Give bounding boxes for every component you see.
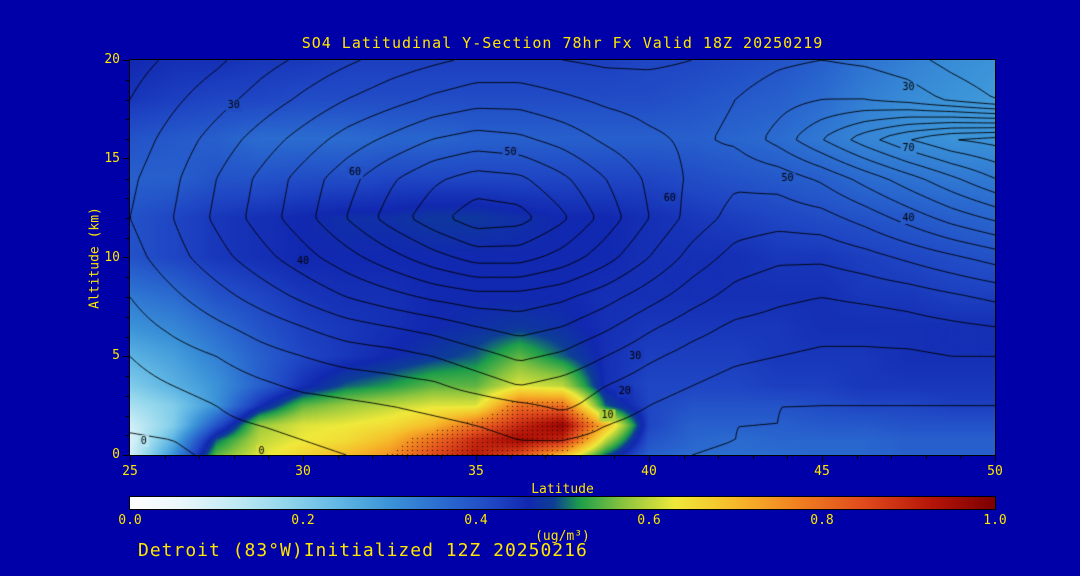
x-minor-tick bbox=[199, 456, 201, 459]
colorbar-tick-label: 1.0 bbox=[983, 513, 1007, 528]
x-tick-label: 25 bbox=[122, 464, 138, 479]
y-minor-tick bbox=[126, 139, 130, 140]
x-minor-tick bbox=[856, 456, 858, 459]
y-tick-label: 0 bbox=[112, 447, 120, 462]
x-axis-title: Latitude bbox=[531, 482, 594, 497]
y-minor-tick bbox=[126, 198, 130, 200]
x-minor-tick bbox=[752, 456, 754, 459]
y-minor-tick bbox=[126, 99, 130, 101]
x-tick bbox=[475, 456, 477, 462]
y-minor-tick bbox=[126, 218, 130, 219]
y-minor-tick bbox=[126, 277, 130, 279]
y-tick-label: 15 bbox=[104, 150, 120, 166]
y-minor-tick bbox=[126, 336, 130, 338]
x-minor-tick bbox=[891, 456, 893, 459]
x-minor-tick bbox=[372, 456, 374, 459]
x-tick bbox=[302, 456, 304, 462]
x-minor-tick bbox=[441, 456, 443, 459]
colorbar-tick-label: 0.4 bbox=[464, 513, 488, 528]
heatmap-canvas bbox=[130, 60, 995, 455]
x-tick-label: 30 bbox=[295, 464, 311, 479]
x-tick bbox=[994, 456, 996, 462]
y-tick bbox=[123, 454, 130, 456]
y-minor-tick bbox=[126, 178, 130, 180]
y-minor-tick bbox=[126, 395, 130, 397]
y-minor-tick bbox=[126, 119, 130, 121]
x-minor-tick bbox=[579, 456, 581, 459]
x-tick bbox=[129, 456, 131, 462]
y-tick-label: 20 bbox=[104, 52, 120, 67]
colorbar-tick-label: 0.2 bbox=[291, 513, 315, 528]
colorbar-tick-label: 0.8 bbox=[810, 513, 834, 528]
x-minor-tick bbox=[683, 456, 685, 459]
colorbar-units: (ug/m³) bbox=[535, 529, 590, 544]
y-tick-label: 10 bbox=[104, 249, 120, 265]
x-tick-label: 35 bbox=[468, 464, 484, 479]
y-minor-tick bbox=[126, 237, 130, 239]
footer-text: Detroit (83°W)Initialized 12Z 20250216 bbox=[138, 540, 588, 561]
x-minor-tick bbox=[268, 456, 270, 459]
x-tick bbox=[648, 456, 650, 462]
x-tick-label: 40 bbox=[641, 464, 657, 479]
x-minor-tick bbox=[925, 456, 927, 459]
y-tick-label: 5 bbox=[112, 348, 120, 364]
x-minor-tick bbox=[233, 456, 235, 459]
y-minor-tick bbox=[126, 376, 130, 377]
y-minor-tick bbox=[126, 316, 130, 318]
colorbar-tick-label: 0.0 bbox=[118, 513, 142, 528]
x-minor-tick bbox=[406, 456, 408, 459]
y-minor-tick bbox=[126, 415, 130, 417]
y-minor-tick bbox=[126, 297, 130, 298]
colorbar-tick-label: 0.6 bbox=[637, 513, 661, 528]
y-tick bbox=[123, 158, 130, 160]
x-minor-tick bbox=[337, 456, 339, 459]
y-minor-tick bbox=[126, 435, 130, 437]
y-tick bbox=[123, 355, 130, 357]
colorbar bbox=[129, 496, 996, 510]
x-minor-tick bbox=[960, 456, 962, 459]
x-minor-tick bbox=[614, 456, 616, 459]
y-tick bbox=[123, 257, 130, 258]
x-minor-tick bbox=[510, 456, 512, 459]
plot-area bbox=[129, 59, 996, 456]
y-minor-tick bbox=[126, 79, 130, 81]
x-tick-label: 45 bbox=[814, 464, 830, 479]
x-minor-tick bbox=[545, 456, 547, 459]
x-minor-tick bbox=[164, 456, 166, 459]
x-tick bbox=[821, 456, 823, 462]
chart-title: SO4 Latitudinal Y-Section 78hr Fx Valid … bbox=[301, 34, 824, 52]
x-tick-label: 50 bbox=[987, 464, 1003, 479]
x-minor-tick bbox=[718, 456, 720, 459]
x-minor-tick bbox=[787, 456, 789, 459]
y-tick bbox=[123, 59, 130, 61]
